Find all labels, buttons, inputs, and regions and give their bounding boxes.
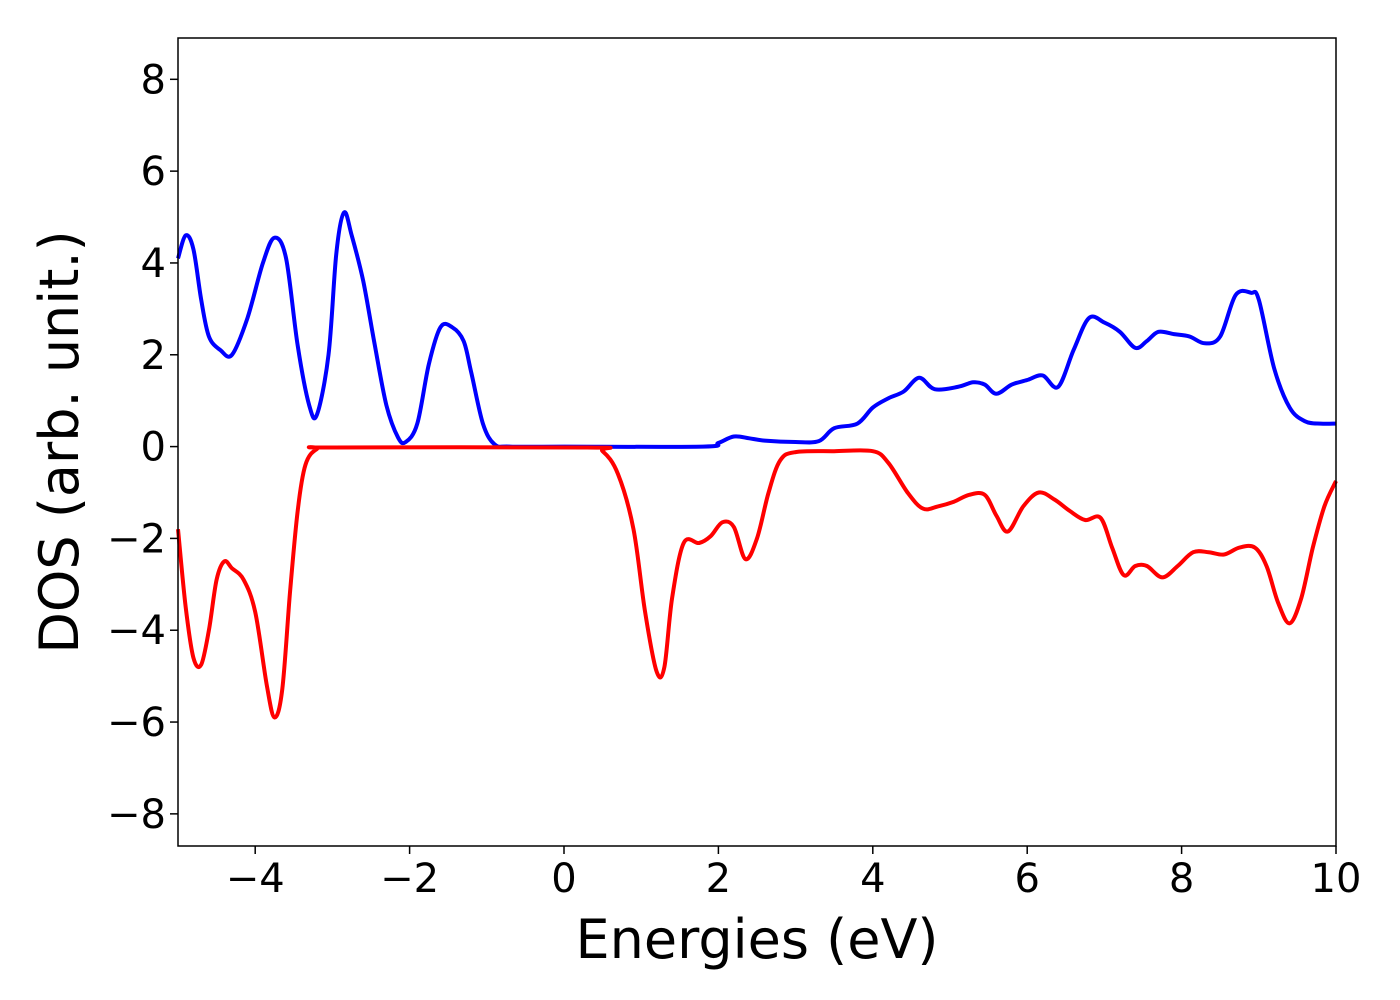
y-tick-label: −6: [107, 700, 166, 746]
x-tick-label: −2: [380, 856, 439, 902]
x-axis: −4 −2 0 2 4 6 8 10: [226, 846, 1362, 902]
y-axis: −8 −6 −4 −2 0 2 4 6 8: [107, 57, 178, 838]
x-tick-label: 6: [1014, 856, 1039, 902]
plot-frame: [177, 37, 1337, 847]
y-axis-title: DOS (arb. unit.): [28, 230, 91, 653]
y-tick-label: 0: [141, 425, 166, 471]
y-tick-label: −8: [107, 792, 166, 838]
y-tick-label: 6: [141, 149, 166, 195]
x-tick-label: 2: [706, 856, 731, 902]
series-line-1: [176, 210, 1337, 449]
y-tick-label: −4: [107, 608, 166, 654]
y-tick-label: 2: [141, 333, 166, 379]
y-tick-label: 4: [141, 241, 166, 287]
x-tick-label: 10: [1311, 856, 1362, 902]
x-tick-label: −4: [226, 856, 285, 902]
y-tick-label: −2: [107, 516, 166, 562]
y-tick-label: 8: [141, 57, 166, 103]
series-line-2: [176, 445, 1338, 720]
x-tick-label: 0: [551, 856, 576, 902]
x-axis-title: Energies (eV): [576, 908, 939, 971]
x-tick-label: 4: [860, 856, 885, 902]
series-layer: [176, 210, 1338, 720]
x-tick-label: 8: [1169, 856, 1194, 902]
